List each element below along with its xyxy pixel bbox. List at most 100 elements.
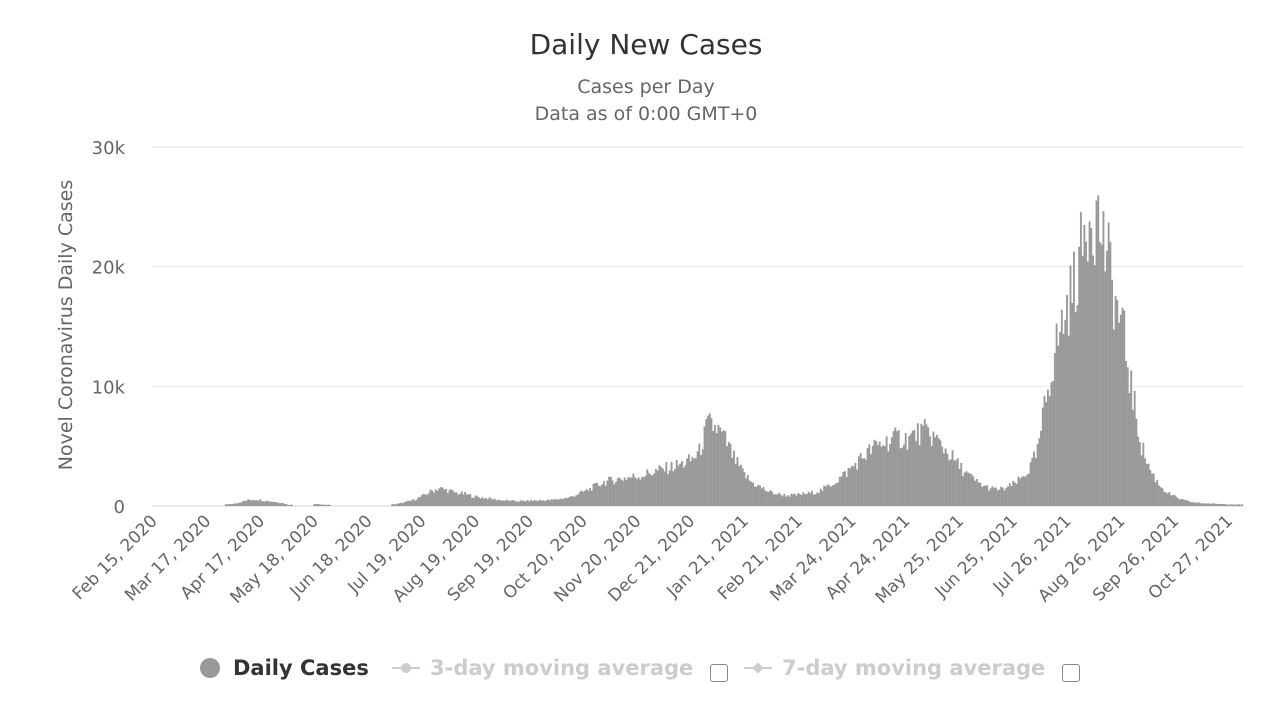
bar[interactable] (642, 477, 645, 506)
bar[interactable] (1097, 195, 1100, 506)
bar[interactable] (887, 451, 890, 506)
bar[interactable] (786, 495, 789, 506)
bar[interactable] (1229, 504, 1231, 506)
bar[interactable] (224, 504, 227, 506)
bar[interactable] (892, 431, 895, 506)
bar[interactable] (540, 500, 543, 506)
bar[interactable] (684, 465, 687, 506)
bar[interactable] (254, 500, 257, 506)
bar[interactable] (899, 448, 902, 506)
bar[interactable] (982, 485, 985, 506)
bar[interactable] (795, 495, 798, 506)
bar[interactable] (824, 486, 827, 506)
bar[interactable] (398, 503, 401, 506)
bar[interactable] (885, 436, 888, 506)
bar[interactable] (1177, 498, 1179, 506)
bar[interactable] (533, 500, 536, 506)
bar[interactable] (648, 472, 650, 506)
bar[interactable] (285, 504, 288, 506)
bar[interactable] (930, 445, 933, 506)
bar[interactable] (807, 491, 810, 506)
bar[interactable] (890, 437, 893, 506)
bar[interactable] (1149, 470, 1152, 506)
bar[interactable] (838, 476, 841, 506)
bar[interactable] (247, 499, 250, 506)
bar[interactable] (452, 490, 454, 506)
bar[interactable] (511, 500, 513, 506)
bar[interactable] (1225, 504, 1228, 506)
bar[interactable] (1170, 495, 1173, 506)
bar[interactable] (859, 453, 862, 506)
bar[interactable] (459, 493, 461, 506)
bar[interactable] (693, 458, 696, 506)
bar[interactable] (1053, 353, 1056, 506)
bar[interactable] (889, 444, 892, 506)
bar[interactable] (394, 504, 397, 506)
bar[interactable] (821, 490, 824, 506)
bar[interactable] (1211, 503, 1214, 506)
bar[interactable] (474, 495, 477, 506)
bar[interactable] (774, 494, 777, 506)
bar[interactable] (524, 501, 527, 506)
bar[interactable] (321, 504, 324, 506)
bar[interactable] (233, 503, 236, 506)
bar[interactable] (537, 500, 539, 506)
bar[interactable] (851, 465, 853, 506)
bar[interactable] (663, 471, 666, 506)
bar[interactable] (1085, 241, 1088, 506)
bar[interactable] (1047, 389, 1049, 506)
bar[interactable] (842, 471, 845, 506)
bar[interactable] (1218, 503, 1221, 506)
bar[interactable] (264, 501, 267, 506)
bar[interactable] (431, 490, 434, 506)
bar[interactable] (873, 439, 876, 506)
bar[interactable] (1201, 503, 1204, 506)
bar[interactable] (880, 446, 883, 506)
bar[interactable] (920, 423, 923, 506)
bar[interactable] (681, 461, 683, 506)
bar[interactable] (434, 489, 437, 506)
bar[interactable] (668, 470, 671, 506)
bar[interactable] (1208, 503, 1211, 506)
bar[interactable] (413, 500, 416, 506)
bar[interactable] (396, 503, 399, 506)
bar[interactable] (863, 458, 866, 506)
bar[interactable] (856, 469, 859, 506)
bar[interactable] (918, 445, 921, 506)
bar[interactable] (1189, 501, 1192, 506)
bar[interactable] (571, 496, 574, 506)
bar[interactable] (981, 486, 983, 506)
bar[interactable] (707, 415, 709, 506)
bar[interactable] (405, 501, 408, 506)
bar[interactable] (691, 456, 694, 506)
bar[interactable] (809, 493, 812, 506)
bar[interactable] (939, 440, 942, 506)
bar[interactable] (426, 494, 428, 506)
bar[interactable] (1026, 474, 1029, 506)
bar[interactable] (1137, 436, 1140, 506)
bar[interactable] (1118, 322, 1120, 506)
bar[interactable] (318, 504, 321, 506)
bar[interactable] (316, 504, 319, 506)
bar[interactable] (490, 498, 493, 507)
bar[interactable] (972, 476, 975, 506)
bar[interactable] (594, 483, 597, 506)
bar[interactable] (800, 495, 803, 506)
bar[interactable] (698, 443, 701, 506)
bar[interactable] (682, 467, 685, 507)
bar[interactable] (955, 460, 957, 506)
bar[interactable] (658, 465, 661, 506)
bar[interactable] (766, 491, 768, 506)
bar[interactable] (1147, 463, 1150, 506)
bar[interactable] (805, 493, 808, 506)
bar[interactable] (953, 460, 956, 506)
bar[interactable] (651, 475, 654, 506)
bar[interactable] (793, 493, 796, 506)
bar[interactable] (1033, 451, 1036, 506)
bar[interactable] (471, 497, 474, 506)
legend-item-daily-cases[interactable]: Daily Cases (200, 656, 369, 680)
bar[interactable] (1145, 463, 1148, 506)
bar[interactable] (460, 491, 463, 506)
bar[interactable] (1128, 392, 1131, 506)
bar[interactable] (694, 457, 697, 506)
